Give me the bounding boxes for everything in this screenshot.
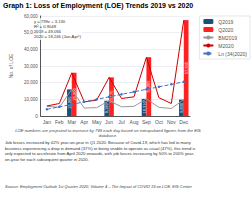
svg-text:57,535: 57,535 <box>184 61 189 74</box>
svg-text:Oct: Oct <box>155 119 163 125</box>
svg-text:25,900: 25,900 <box>71 88 77 101</box>
svg-text:40,000: 40,000 <box>24 47 38 52</box>
svg-text:60,000: 60,000 <box>24 14 38 19</box>
svg-text:Ln (34(2020): Ln (34(2020) <box>218 51 247 57</box>
svg-text:2020 = 18,246 (Jan-Apr¹): 2020 = 18,246 (Jan-Apr¹) <box>34 34 82 39</box>
svg-text:Sep: Sep <box>142 119 151 125</box>
svg-text:20,000: 20,000 <box>24 80 38 85</box>
svg-text:business experiencing a drop i: business experiencing a drop in demand (… <box>5 146 195 151</box>
svg-text:Q2020: Q2020 <box>218 27 233 33</box>
svg-text:Jun: Jun <box>105 119 113 125</box>
svg-text:R² = 0.9048: R² = 0.9048 <box>34 24 56 29</box>
svg-text:only expected to accelerate fr: only expected to accelerate from April 2… <box>5 151 195 156</box>
svg-text:LOE numbers are projected to i: LOE numbers are projected to increase by… <box>15 127 201 133</box>
svg-text:M2020: M2020 <box>218 43 234 49</box>
svg-text:35,265: 35,265 <box>146 80 151 93</box>
svg-text:15,965: 15,965 <box>66 96 72 109</box>
svg-text:Graph 1: Loss of Employment (L: Graph 1: Loss of Employment (LOE) Trends… <box>3 2 193 10</box>
svg-text:y = 799x + 3,130: y = 799x + 3,130 <box>34 19 66 24</box>
svg-text:Jul: Jul <box>118 119 124 125</box>
svg-text:database.: database. <box>99 133 117 138</box>
svg-text:Dec: Dec <box>179 119 188 125</box>
svg-text:Nov: Nov <box>167 119 176 125</box>
svg-text:Q2019: Q2019 <box>218 19 233 25</box>
svg-text:10,000: 10,000 <box>24 97 38 102</box>
svg-text:on-year for each subsequent qu: on-year for each subsequent quarter in 2… <box>5 157 89 162</box>
svg-text:Job losses increased by 42% ye: Job losses increased by 42% year-on-year… <box>5 140 192 145</box>
svg-text:9,190: 9,190 <box>104 103 109 114</box>
svg-text:Apr: Apr <box>80 119 88 125</box>
svg-text:Aug: Aug <box>130 119 139 125</box>
svg-text:2019 = 49,094: 2019 = 49,094 <box>34 29 61 34</box>
svg-text:Mar: Mar <box>67 119 76 125</box>
svg-text:BM2019: BM2019 <box>218 35 237 41</box>
svg-text:Feb: Feb <box>55 119 64 125</box>
svg-text:0: 0 <box>35 114 38 119</box>
svg-text:May: May <box>92 119 102 125</box>
svg-text:9,830: 9,830 <box>179 102 184 113</box>
svg-text:30,000: 30,000 <box>24 64 38 69</box>
svg-text:No. of LOE: No. of LOE <box>8 53 14 78</box>
svg-text:Jan: Jan <box>43 119 51 125</box>
svg-text:Source: Employment Outlook 1st: Source: Employment Outlook 1st Quarter 2… <box>5 184 192 189</box>
svg-text:10,310: 10,310 <box>142 101 147 114</box>
svg-text:50,000: 50,000 <box>23 30 38 36</box>
svg-text:23,175: 23,175 <box>109 90 114 103</box>
